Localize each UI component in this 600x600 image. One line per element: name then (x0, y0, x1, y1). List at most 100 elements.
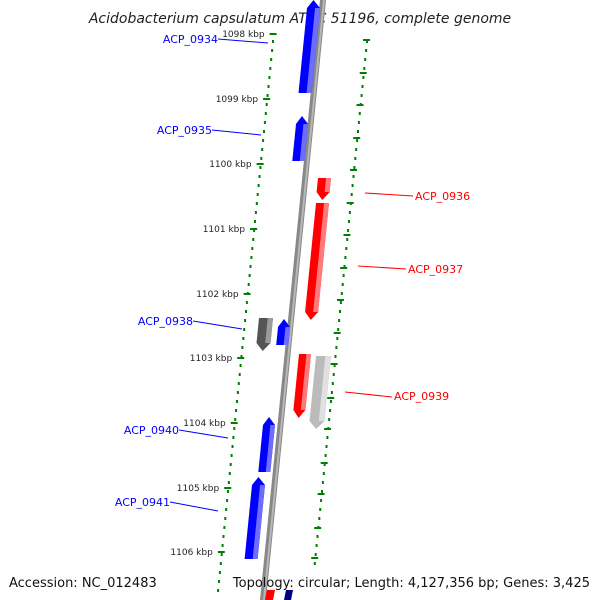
tick-mark-inner (243, 293, 251, 295)
gene-acp-0939[interactable] (293, 354, 311, 418)
rail-dot (236, 400, 238, 403)
rail-dot (336, 337, 339, 340)
gene-acp-0940[interactable] (258, 417, 275, 472)
outer-tick-rail (313, 40, 368, 565)
gene-label[interactable]: ACP_0937 (408, 263, 463, 276)
gene-features[interactable]: ACP_0934 ACP_0935 ACP_0936 ACP_0937 ACP_0938… (115, 0, 470, 559)
rail-dot (363, 67, 366, 70)
rail-dot (350, 193, 353, 196)
tick-label: 1103 kbp (190, 354, 233, 364)
rail-dot (234, 418, 237, 421)
rail-dot (265, 103, 268, 106)
tick-mark-outer (343, 234, 351, 236)
rail-dot (245, 301, 248, 304)
tick-mark-outer-minor (346, 202, 354, 204)
rail-dot (237, 382, 240, 385)
rail-dot (348, 211, 351, 214)
gene-acp-0939-neighbor[interactable] (309, 356, 332, 429)
rail-dot (232, 436, 235, 439)
gene-label-leader (192, 320, 243, 330)
rail-dot (347, 229, 350, 232)
gene-arrow-shade (299, 124, 308, 161)
rail-dot (226, 499, 229, 502)
rail-dot (315, 544, 318, 547)
rail-dot (247, 283, 250, 286)
gene-arrow-shade (300, 354, 311, 410)
rail-dot (341, 283, 344, 286)
gene-label-leader (344, 391, 393, 398)
rail-dot (266, 94, 269, 97)
gene-acp-0941[interactable] (244, 477, 265, 559)
rail-dot (218, 580, 220, 583)
rail-dot (338, 319, 341, 322)
gene-label[interactable]: ACP_0934 (163, 33, 218, 46)
gene-label-leader (211, 129, 262, 136)
rail-dot (219, 562, 222, 565)
tick-mark-outer-minor (353, 137, 361, 139)
gene-label-leader (217, 38, 269, 44)
rail-dot (261, 148, 264, 151)
gene-label[interactable]: ACP_0941 (115, 496, 170, 509)
tick-label: 1100 kbp (209, 160, 252, 170)
tick-mark-outer (311, 557, 319, 559)
gene-label[interactable]: ACP_0935 (157, 124, 212, 137)
rail-dot (221, 544, 224, 547)
gene-label[interactable]: ACP_0939 (394, 390, 449, 403)
rail-dot (323, 463, 326, 466)
accession-text: Accession: NC_012483 (9, 576, 157, 591)
rail-dot (335, 346, 338, 349)
rail-dot (356, 139, 359, 142)
gene-label-leader (357, 265, 407, 270)
rail-dot (253, 229, 256, 232)
gene-acp-0938[interactable] (276, 319, 290, 345)
tick-mark-outer-minor (314, 527, 322, 529)
rail-dot (322, 472, 325, 475)
tick-label: 1104 kbp (183, 419, 226, 429)
rail-dot (331, 382, 334, 385)
rail-dot (313, 562, 316, 565)
rail-dot (250, 256, 253, 259)
rail-dot (260, 157, 263, 160)
rail-dot (355, 148, 358, 151)
rail-dot (346, 238, 349, 241)
rail-dot (340, 292, 343, 295)
rail-dot (255, 202, 258, 205)
rail-dot (218, 571, 221, 574)
rail-dot (244, 319, 247, 322)
rail-dot (256, 193, 259, 196)
gene-acp-0936[interactable] (316, 178, 331, 200)
gene-acp-0937[interactable] (305, 203, 329, 320)
rail-dot (364, 58, 367, 61)
rail-dot (357, 130, 359, 133)
scale-ticks: 1098 kbp 1099 kbp 1100 kbp 1101 kbp 1102 kbp… (170, 30, 370, 559)
rail-dot (321, 490, 323, 493)
gene-label[interactable]: ACP_0940 (124, 424, 179, 437)
inner-tick-rail (217, 40, 274, 592)
tick-mark-outer (330, 363, 338, 365)
tick-mark-inner (230, 422, 238, 424)
gene-acp-0935[interactable] (292, 116, 308, 161)
rail-dot (337, 328, 340, 331)
rail-dot (366, 40, 368, 43)
rail-dot (362, 76, 365, 79)
gene-acp-0934[interactable] (298, 0, 321, 93)
rail-dot (220, 553, 223, 556)
rail-dot (231, 445, 234, 448)
tick-label: 1101 kbp (203, 225, 246, 235)
tick-mark-outer (317, 493, 325, 495)
rail-dot (264, 112, 267, 115)
rail-dot (224, 517, 227, 520)
gene-acp-0938-neighbor[interactable] (256, 318, 274, 351)
tick-mark-inner (217, 551, 225, 553)
rail-dot (217, 589, 220, 592)
rail-dot (361, 85, 364, 88)
gene-label[interactable]: ACP_0938 (138, 315, 193, 328)
gene-label[interactable]: ACP_0936 (415, 190, 470, 203)
tick-label: 1099 kbp (216, 95, 259, 105)
rail-dot (326, 436, 329, 439)
rail-dot (339, 310, 341, 313)
rail-dot (258, 175, 261, 178)
gene-arrow-shade (265, 318, 273, 343)
rail-dot (314, 553, 317, 556)
